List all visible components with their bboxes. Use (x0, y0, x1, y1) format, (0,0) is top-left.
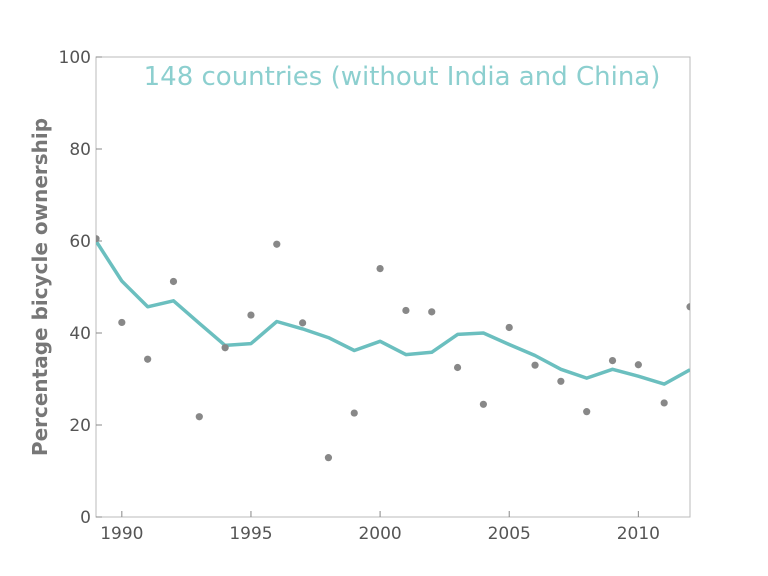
data-point (144, 355, 152, 363)
y-tick-label: 40 (69, 324, 91, 344)
y-tick-label: 80 (69, 140, 91, 160)
x-tick-label: 1995 (229, 524, 272, 544)
data-point (195, 413, 203, 421)
data-point (634, 361, 642, 369)
x-tick-label: 1990 (100, 524, 143, 544)
data-point (428, 308, 436, 316)
y-tick-label: 100 (59, 48, 91, 68)
data-point (531, 361, 539, 369)
y-tick-label: 0 (80, 508, 91, 528)
data-point (299, 319, 307, 327)
data-point (479, 400, 487, 408)
data-point (324, 454, 333, 462)
x-tick-label: 2005 (488, 524, 531, 544)
data-point (96, 235, 100, 243)
plot-area: 0 20 40 60 80 100 1990 1995 2000 2005 2010 (59, 48, 691, 544)
chart-title: 148 countries (without India and China) (144, 62, 661, 92)
data-point (350, 409, 358, 417)
data-point (221, 344, 229, 352)
trend-line (96, 240, 690, 386)
y-tick-label: 20 (69, 416, 91, 436)
y-axis-label: Percentage bicycle ownership (28, 118, 52, 456)
data-point (118, 318, 126, 327)
data-point (583, 408, 591, 416)
data-point (376, 265, 384, 273)
plot-series-group (96, 235, 690, 462)
x-tick-label: 2000 (358, 524, 401, 544)
data-point (686, 303, 690, 311)
data-point (557, 377, 565, 385)
data-point (505, 323, 513, 332)
plot-frame (95, 56, 691, 518)
data-point (660, 399, 668, 407)
data-point (453, 363, 462, 372)
data-point (608, 357, 617, 365)
x-tick-label: 2010 (617, 524, 660, 544)
data-point (273, 240, 281, 248)
data-point (169, 277, 178, 286)
data-point (402, 306, 410, 315)
y-tick-label: 60 (69, 232, 91, 252)
data-point (247, 311, 255, 319)
